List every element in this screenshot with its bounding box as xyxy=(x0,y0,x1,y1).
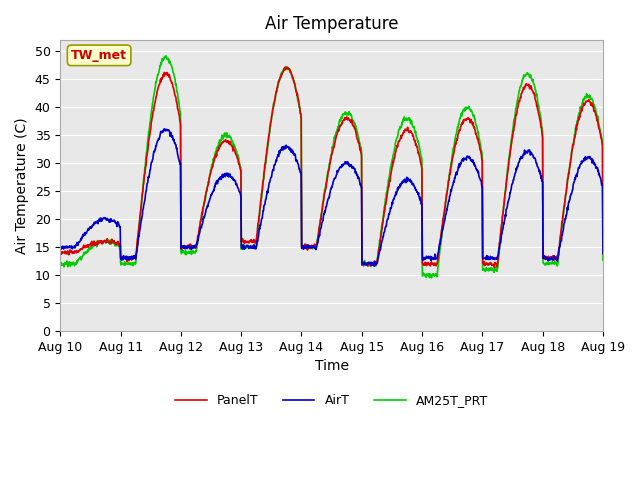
AirT xyxy=(56,243,64,249)
AirT xyxy=(371,264,378,269)
Text: TW_met: TW_met xyxy=(71,49,127,62)
AirT xyxy=(465,155,473,161)
Y-axis label: Air Temperature (C): Air Temperature (C) xyxy=(15,117,29,254)
AirT xyxy=(161,126,168,132)
PanelT xyxy=(92,240,99,246)
AM25T_PRT xyxy=(92,241,100,247)
Line: AM25T_PRT: AM25T_PRT xyxy=(60,56,603,278)
AM25T_PRT xyxy=(437,241,445,247)
PanelT xyxy=(599,251,607,257)
AM25T_PRT xyxy=(465,103,473,109)
AM25T_PRT xyxy=(162,53,170,59)
PanelT xyxy=(282,64,289,70)
Line: AirT: AirT xyxy=(60,129,603,266)
AM25T_PRT xyxy=(367,264,374,269)
AM25T_PRT xyxy=(599,257,607,263)
AirT xyxy=(92,220,99,226)
AM25T_PRT xyxy=(562,192,570,198)
PanelT xyxy=(367,260,374,266)
AM25T_PRT xyxy=(428,275,435,281)
PanelT xyxy=(465,116,472,122)
PanelT xyxy=(562,192,570,197)
Legend: PanelT, AirT, AM25T_PRT: PanelT, AirT, AM25T_PRT xyxy=(170,389,493,412)
PanelT xyxy=(436,238,444,244)
AM25T_PRT xyxy=(56,262,64,267)
Line: PanelT: PanelT xyxy=(60,67,603,267)
PanelT xyxy=(491,264,499,270)
X-axis label: Time: Time xyxy=(315,359,349,373)
PanelT xyxy=(92,240,100,246)
AirT xyxy=(92,220,100,226)
AirT xyxy=(562,216,570,222)
AirT xyxy=(367,260,374,266)
AM25T_PRT xyxy=(92,242,99,248)
PanelT xyxy=(56,248,64,254)
AirT xyxy=(437,236,445,242)
AirT xyxy=(599,250,607,256)
Title: Air Temperature: Air Temperature xyxy=(265,15,398,33)
